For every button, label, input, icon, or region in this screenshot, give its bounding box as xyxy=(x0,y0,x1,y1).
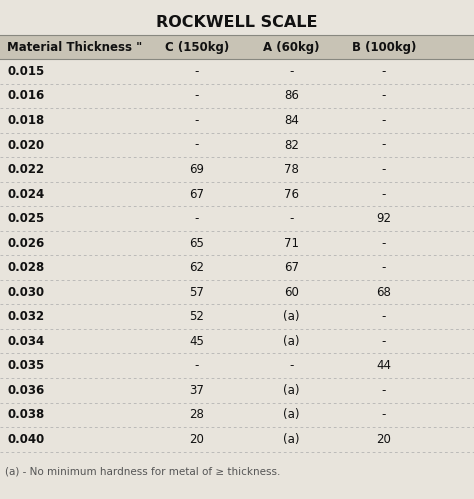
Text: 52: 52 xyxy=(189,310,204,323)
Text: 28: 28 xyxy=(189,408,204,421)
Text: 0.030: 0.030 xyxy=(7,285,44,299)
Text: -: - xyxy=(289,359,294,372)
Text: 20: 20 xyxy=(376,433,392,446)
Text: 60: 60 xyxy=(284,285,299,299)
Text: -: - xyxy=(194,89,199,102)
Text: 0.025: 0.025 xyxy=(7,212,45,225)
Text: 0.028: 0.028 xyxy=(7,261,45,274)
Text: 76: 76 xyxy=(284,188,299,201)
Text: -: - xyxy=(289,212,294,225)
Text: -: - xyxy=(382,237,386,250)
Text: A (60kg): A (60kg) xyxy=(263,40,320,53)
Text: 0.022: 0.022 xyxy=(7,163,44,176)
Text: 69: 69 xyxy=(189,163,204,176)
Text: 0.032: 0.032 xyxy=(7,310,44,323)
Text: -: - xyxy=(194,139,199,152)
Text: -: - xyxy=(382,188,386,201)
Text: 78: 78 xyxy=(284,163,299,176)
Text: 0.034: 0.034 xyxy=(7,335,45,348)
Text: 84: 84 xyxy=(284,114,299,127)
Text: 86: 86 xyxy=(284,89,299,102)
Text: 0.016: 0.016 xyxy=(7,89,45,102)
Text: 62: 62 xyxy=(189,261,204,274)
Text: 0.038: 0.038 xyxy=(7,408,45,421)
Text: 44: 44 xyxy=(376,359,392,372)
Text: -: - xyxy=(194,65,199,78)
Text: 68: 68 xyxy=(376,285,392,299)
Text: (a): (a) xyxy=(283,408,300,421)
Text: (a): (a) xyxy=(283,433,300,446)
Text: -: - xyxy=(194,212,199,225)
Text: B (100kg): B (100kg) xyxy=(352,40,416,53)
Text: (a): (a) xyxy=(283,384,300,397)
Text: 45: 45 xyxy=(189,335,204,348)
Text: -: - xyxy=(382,261,386,274)
Text: C (150kg): C (150kg) xyxy=(164,40,229,53)
Text: (a) - No minimum hardness for metal of ≥ thickness.: (a) - No minimum hardness for metal of ≥… xyxy=(5,467,280,477)
Text: 0.036: 0.036 xyxy=(7,384,45,397)
Text: -: - xyxy=(382,114,386,127)
Bar xyxy=(0,35,474,59)
Text: -: - xyxy=(382,384,386,397)
Text: 0.020: 0.020 xyxy=(7,139,44,152)
Text: 20: 20 xyxy=(189,433,204,446)
Text: 0.015: 0.015 xyxy=(7,65,45,78)
Text: 0.024: 0.024 xyxy=(7,188,45,201)
Text: 57: 57 xyxy=(189,285,204,299)
Text: 92: 92 xyxy=(376,212,392,225)
Text: 82: 82 xyxy=(284,139,299,152)
Text: -: - xyxy=(382,310,386,323)
Text: -: - xyxy=(382,335,386,348)
Text: 67: 67 xyxy=(284,261,299,274)
Text: -: - xyxy=(194,114,199,127)
Text: (a): (a) xyxy=(283,335,300,348)
Text: 37: 37 xyxy=(189,384,204,397)
Text: 0.040: 0.040 xyxy=(7,433,45,446)
Text: 71: 71 xyxy=(284,237,299,250)
Text: -: - xyxy=(382,163,386,176)
Text: -: - xyxy=(194,359,199,372)
Text: 65: 65 xyxy=(189,237,204,250)
Text: (a): (a) xyxy=(283,310,300,323)
Text: 67: 67 xyxy=(189,188,204,201)
Text: -: - xyxy=(382,139,386,152)
Text: -: - xyxy=(289,65,294,78)
Text: ROCKWELL SCALE: ROCKWELL SCALE xyxy=(156,15,318,30)
Text: -: - xyxy=(382,89,386,102)
Text: 0.018: 0.018 xyxy=(7,114,45,127)
Text: 0.035: 0.035 xyxy=(7,359,45,372)
Text: Material Thickness ": Material Thickness " xyxy=(7,40,142,53)
Text: -: - xyxy=(382,65,386,78)
Text: -: - xyxy=(382,408,386,421)
Text: 0.026: 0.026 xyxy=(7,237,45,250)
